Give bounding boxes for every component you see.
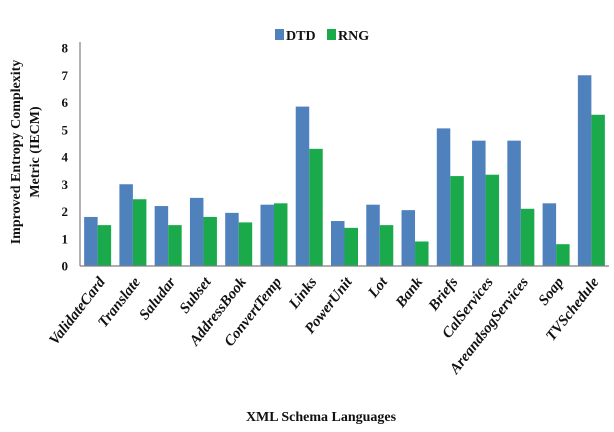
bar-dtd — [189, 197, 204, 266]
bar-dtd — [225, 212, 239, 266]
bar-rng — [273, 203, 288, 266]
y-tick-label: 1 — [62, 231, 69, 246]
x-tick-label: Lot — [365, 274, 392, 302]
bar-dtd — [542, 203, 557, 266]
x-tick-label: ValidateCard — [46, 274, 109, 348]
x-tick-label: Links — [286, 274, 321, 312]
bar-rng — [485, 174, 500, 266]
bar-dtd — [331, 221, 345, 266]
bar-rng — [415, 241, 429, 266]
x-tick-label: Soap — [536, 274, 568, 309]
y-axis-title-line1: Improved Entropy Complexity — [9, 60, 24, 245]
bar-rng — [379, 225, 394, 266]
bar-rng — [591, 114, 605, 266]
legend-label: DTD — [286, 29, 316, 44]
axes — [79, 42, 609, 267]
y-tick-label: 8 — [62, 41, 69, 56]
bar-dtd — [260, 204, 274, 266]
bar-dtd — [154, 206, 169, 266]
bar-rng — [344, 227, 358, 266]
bar-dtd — [401, 210, 416, 266]
bar-rng — [97, 225, 112, 266]
y-tick-label: 7 — [62, 68, 69, 83]
x-tick-label: Briefs — [425, 274, 461, 314]
bar-dtd — [577, 75, 592, 266]
bar-rng — [132, 199, 147, 266]
bar-rng — [203, 216, 217, 266]
bar-dtd — [366, 204, 380, 266]
bar-rng — [450, 176, 464, 266]
y-axis-title-group: Improved Entropy Complexity Metric (IECM… — [9, 60, 43, 245]
y-tick-label: 3 — [62, 177, 69, 192]
bar-dtd — [295, 106, 310, 267]
bar-dtd — [436, 128, 451, 266]
bar-dtd — [84, 216, 98, 266]
bar-rng — [556, 244, 570, 266]
y-tick-label: 6 — [62, 95, 69, 110]
legend: DTD RNG — [275, 29, 369, 44]
bar-rng — [520, 208, 535, 266]
y-axis-title-line2: Metric (IECM) — [28, 106, 43, 198]
y-tick-label: 0 — [62, 259, 69, 274]
x-tick-label: Bank — [392, 274, 426, 311]
x-axis-title: XML Schema Languages — [246, 410, 397, 425]
x-axis-category-labels: ValidateCardTranslateSaludarSubsetAddres… — [46, 274, 602, 378]
y-axis-ticks: 0 1 2 3 4 5 6 7 8 — [62, 41, 69, 274]
bar-rng — [238, 222, 253, 266]
y-tick-label: 5 — [62, 122, 69, 137]
bars — [84, 75, 605, 267]
x-tick-label: Saludar — [136, 274, 179, 323]
bar-dtd — [507, 140, 521, 266]
bar-dtd — [472, 140, 486, 266]
legend-swatch-dtd — [275, 29, 284, 40]
bar-rng — [309, 148, 323, 266]
y-tick-label: 4 — [62, 150, 69, 165]
legend-label: RNG — [338, 29, 369, 44]
y-tick-label: 2 — [62, 204, 69, 219]
legend-swatch-rng — [327, 29, 336, 40]
bar-rng — [168, 225, 182, 266]
bar-dtd — [119, 184, 133, 266]
